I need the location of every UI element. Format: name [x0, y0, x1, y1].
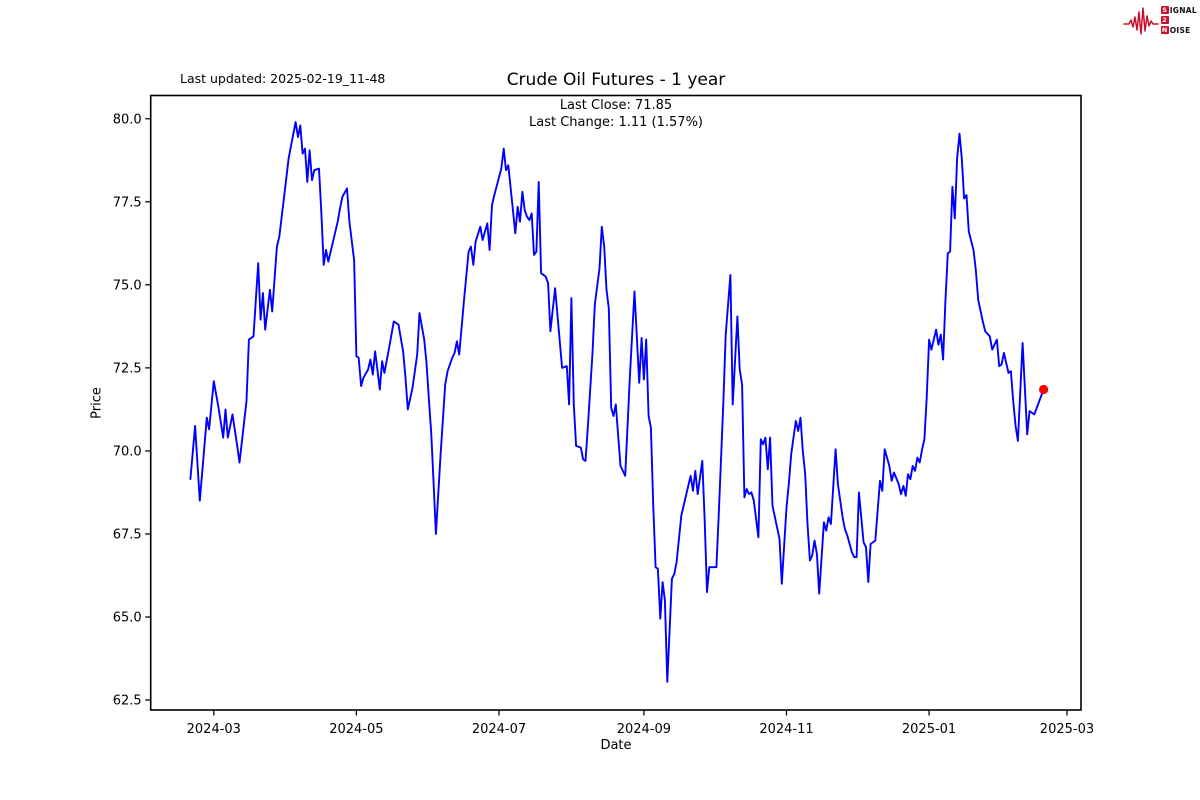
logo-badge-s: S	[1160, 6, 1169, 14]
y-tick-label: 70.0	[113, 444, 142, 459]
y-tick-label: 75.0	[113, 278, 142, 293]
price-line	[189, 121, 1045, 683]
logo-text: S IGNAL 2 N OISE	[1160, 5, 1197, 35]
last-updated-label: Last updated: 2025-02-19_11-48	[180, 71, 386, 86]
y-tick-label: 65.0	[113, 610, 142, 625]
last-change-label: Last Change: 1.11 (1.57%)	[528, 114, 703, 130]
y-tick-label: 80.0	[113, 112, 142, 127]
logo-word-top: IGNAL	[1169, 5, 1197, 15]
y-tick-label: 72.5	[113, 361, 142, 376]
y-tick-label: 77.5	[113, 195, 142, 210]
plot-frame	[149, 94, 1082, 711]
x-tick-label: 2024-07	[472, 722, 526, 737]
logo-badge-2: 2	[1160, 16, 1169, 24]
y-tick-label: 67.5	[113, 527, 142, 542]
chart-subtitle: Last Close: 71.85 Last Change: 1.11 (1.5…	[151, 98, 1081, 131]
x-tick-label: 2025-03	[1040, 722, 1094, 737]
logo-badge-n: N	[1160, 26, 1169, 34]
waveform-icon	[1122, 7, 1159, 35]
y-tick-label: 62.5	[113, 694, 142, 709]
x-axis-label: Date	[600, 738, 632, 753]
last-price-marker	[1039, 384, 1049, 395]
signal2noise-logo: S IGNAL 2 N OISE	[1122, 4, 1197, 36]
x-tick-label: 2024-03	[187, 722, 241, 737]
x-tick-label: 2024-09	[617, 722, 671, 737]
last-close-label: Last Close: 71.85	[559, 98, 673, 113]
logo-word-bottom: OISE	[1169, 25, 1191, 35]
x-tick-label: 2024-11	[759, 722, 813, 737]
x-tick-label: 2025-01	[902, 722, 956, 737]
chart-title: Crude Oil Futures - 1 year	[506, 70, 726, 90]
x-tick-label: 2024-05	[329, 722, 383, 737]
